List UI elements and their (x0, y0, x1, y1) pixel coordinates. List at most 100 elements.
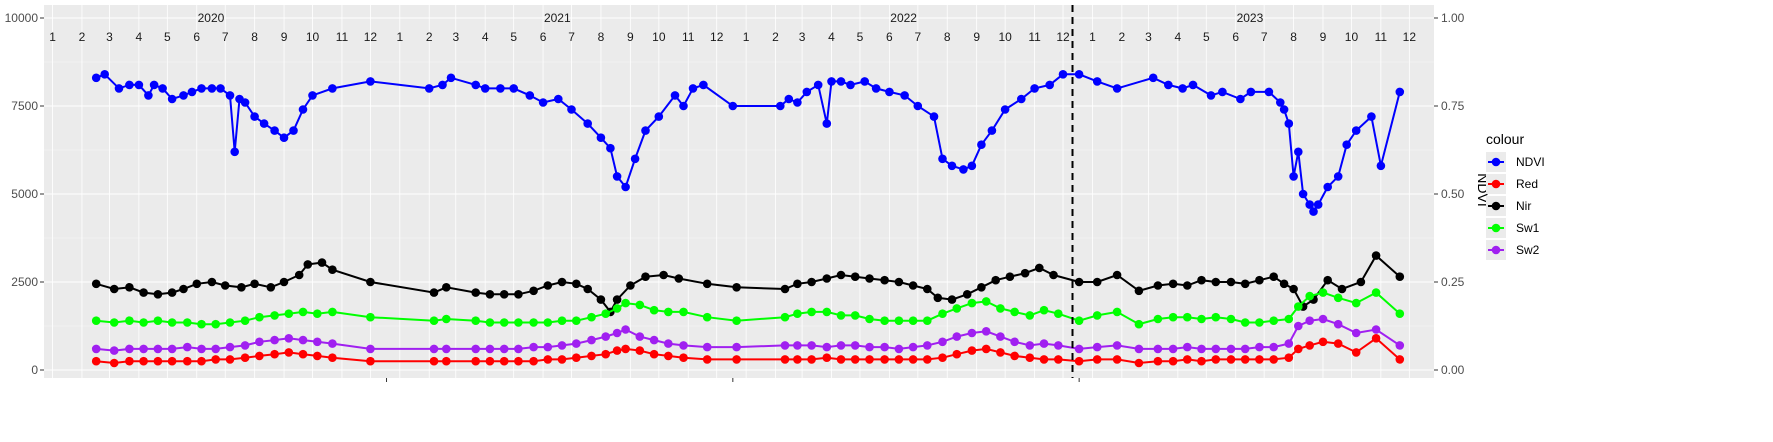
month-label: 11 (1375, 30, 1388, 44)
month-label: 4 (136, 30, 143, 44)
data-point-nir (303, 260, 313, 269)
data-point-sw2 (1092, 342, 1102, 352)
data-point-ndvi (187, 87, 197, 97)
month-label: 11 (336, 30, 349, 44)
data-point-nir (908, 281, 918, 290)
data-point-sw2 (1153, 344, 1163, 354)
data-point-ndvi (967, 161, 977, 171)
month-label: 10 (998, 30, 1012, 44)
data-point-red (822, 353, 832, 363)
data-point-red (780, 355, 790, 364)
data-point-sw1 (197, 319, 206, 329)
data-point-ndvi (480, 84, 490, 93)
month-label: 2 (426, 30, 433, 44)
data-point-nir (139, 288, 148, 297)
data-point-ndvi (977, 140, 986, 149)
data-point-ndvi (289, 126, 298, 135)
data-point-nir (109, 284, 119, 294)
data-point-red (894, 355, 904, 364)
data-point-nir (702, 279, 712, 289)
data-point-sw2 (732, 342, 741, 352)
data-point-ndvi (259, 119, 269, 128)
month-label: 4 (828, 30, 835, 44)
data-point-ndvi (1342, 140, 1351, 149)
data-point-ndvi (1092, 77, 1102, 86)
data-point-nir (328, 265, 337, 275)
right-axis: 0.00 0.25 0.50 0.75 1.00 (1434, 11, 1465, 377)
data-point-ndvi (822, 119, 832, 128)
data-point-sw2 (1371, 325, 1381, 334)
data-point-sw2 (1197, 344, 1206, 354)
data-point-red (938, 353, 947, 363)
data-point-ndvi (728, 101, 738, 111)
data-point-nir (1240, 279, 1250, 289)
data-point-sw2 (793, 341, 802, 350)
data-point-sw1 (1284, 314, 1294, 324)
data-point-red (981, 344, 991, 354)
left-axis: 0 2500 5000 7500 10000 (5, 11, 1080, 382)
data-point-sw2 (313, 337, 322, 347)
data-point-ndvi (1298, 189, 1308, 199)
data-point-sw1 (908, 316, 918, 326)
data-point-sw1 (1318, 288, 1328, 297)
data-point-nir (192, 279, 202, 289)
data-point-sw2 (1134, 344, 1144, 354)
data-point-sw1 (1025, 311, 1035, 320)
data-point-red (1371, 334, 1381, 343)
data-point-red (313, 351, 322, 361)
data-point-nir (207, 277, 217, 287)
legend-label: Nir (1516, 199, 1531, 213)
series-nir (91, 251, 1405, 317)
data-point-red (1134, 358, 1144, 368)
data-point-sw1 (529, 318, 538, 327)
data-point-nir (1211, 277, 1221, 287)
data-point-sw2 (1025, 341, 1035, 350)
series-ndvi (91, 70, 1405, 216)
year-label: 2022 (890, 11, 917, 25)
data-point-sw1 (1153, 314, 1163, 324)
data-point-sw2 (952, 332, 962, 341)
data-point-sw2 (1183, 342, 1192, 352)
data-point-sw2 (109, 346, 119, 355)
data-point-sw1 (514, 318, 523, 327)
data-point-ndvi (836, 77, 846, 86)
data-point-sw1 (1074, 316, 1084, 326)
data-point-sw2 (543, 342, 553, 352)
data-point-sw1 (328, 307, 337, 317)
data-point-sw1 (702, 312, 712, 322)
data-point-red (1226, 355, 1236, 364)
data-point-ndvi (149, 80, 159, 90)
month-label: 4 (482, 30, 489, 44)
data-point-ndvi (959, 165, 968, 174)
data-point-sw1 (967, 298, 977, 308)
data-point-red (1112, 355, 1122, 364)
data-point-ndvi (688, 84, 698, 93)
left-tick-label: 0 (31, 363, 38, 377)
data-point-red (499, 356, 509, 366)
data-point-sw2 (865, 342, 874, 352)
data-point-sw1 (298, 307, 308, 317)
month-label: 1 (1089, 30, 1096, 44)
data-point-ndvi (1333, 172, 1343, 181)
data-point-nir (279, 277, 289, 287)
data-point-nir (822, 274, 832, 283)
legend-label: Red (1516, 177, 1538, 191)
data-point-ndvi (793, 98, 802, 107)
data-point-sw2 (1112, 341, 1122, 350)
data-point-sw1 (225, 318, 235, 327)
data-point-sw1 (211, 319, 220, 329)
data-point-ndvi (1309, 207, 1318, 216)
month-label: 6 (540, 30, 547, 44)
data-point-sw2 (836, 341, 846, 350)
data-point-sw2 (1226, 344, 1236, 354)
data-point-ndvi (776, 101, 785, 111)
data-point-ndvi (1218, 87, 1227, 97)
data-point-nir (674, 274, 684, 283)
data-point-nir (732, 283, 741, 292)
data-point-sw2 (139, 344, 148, 354)
data-point-sw1 (664, 307, 673, 317)
data-point-sw2 (1294, 321, 1303, 331)
data-point-red (109, 358, 119, 368)
